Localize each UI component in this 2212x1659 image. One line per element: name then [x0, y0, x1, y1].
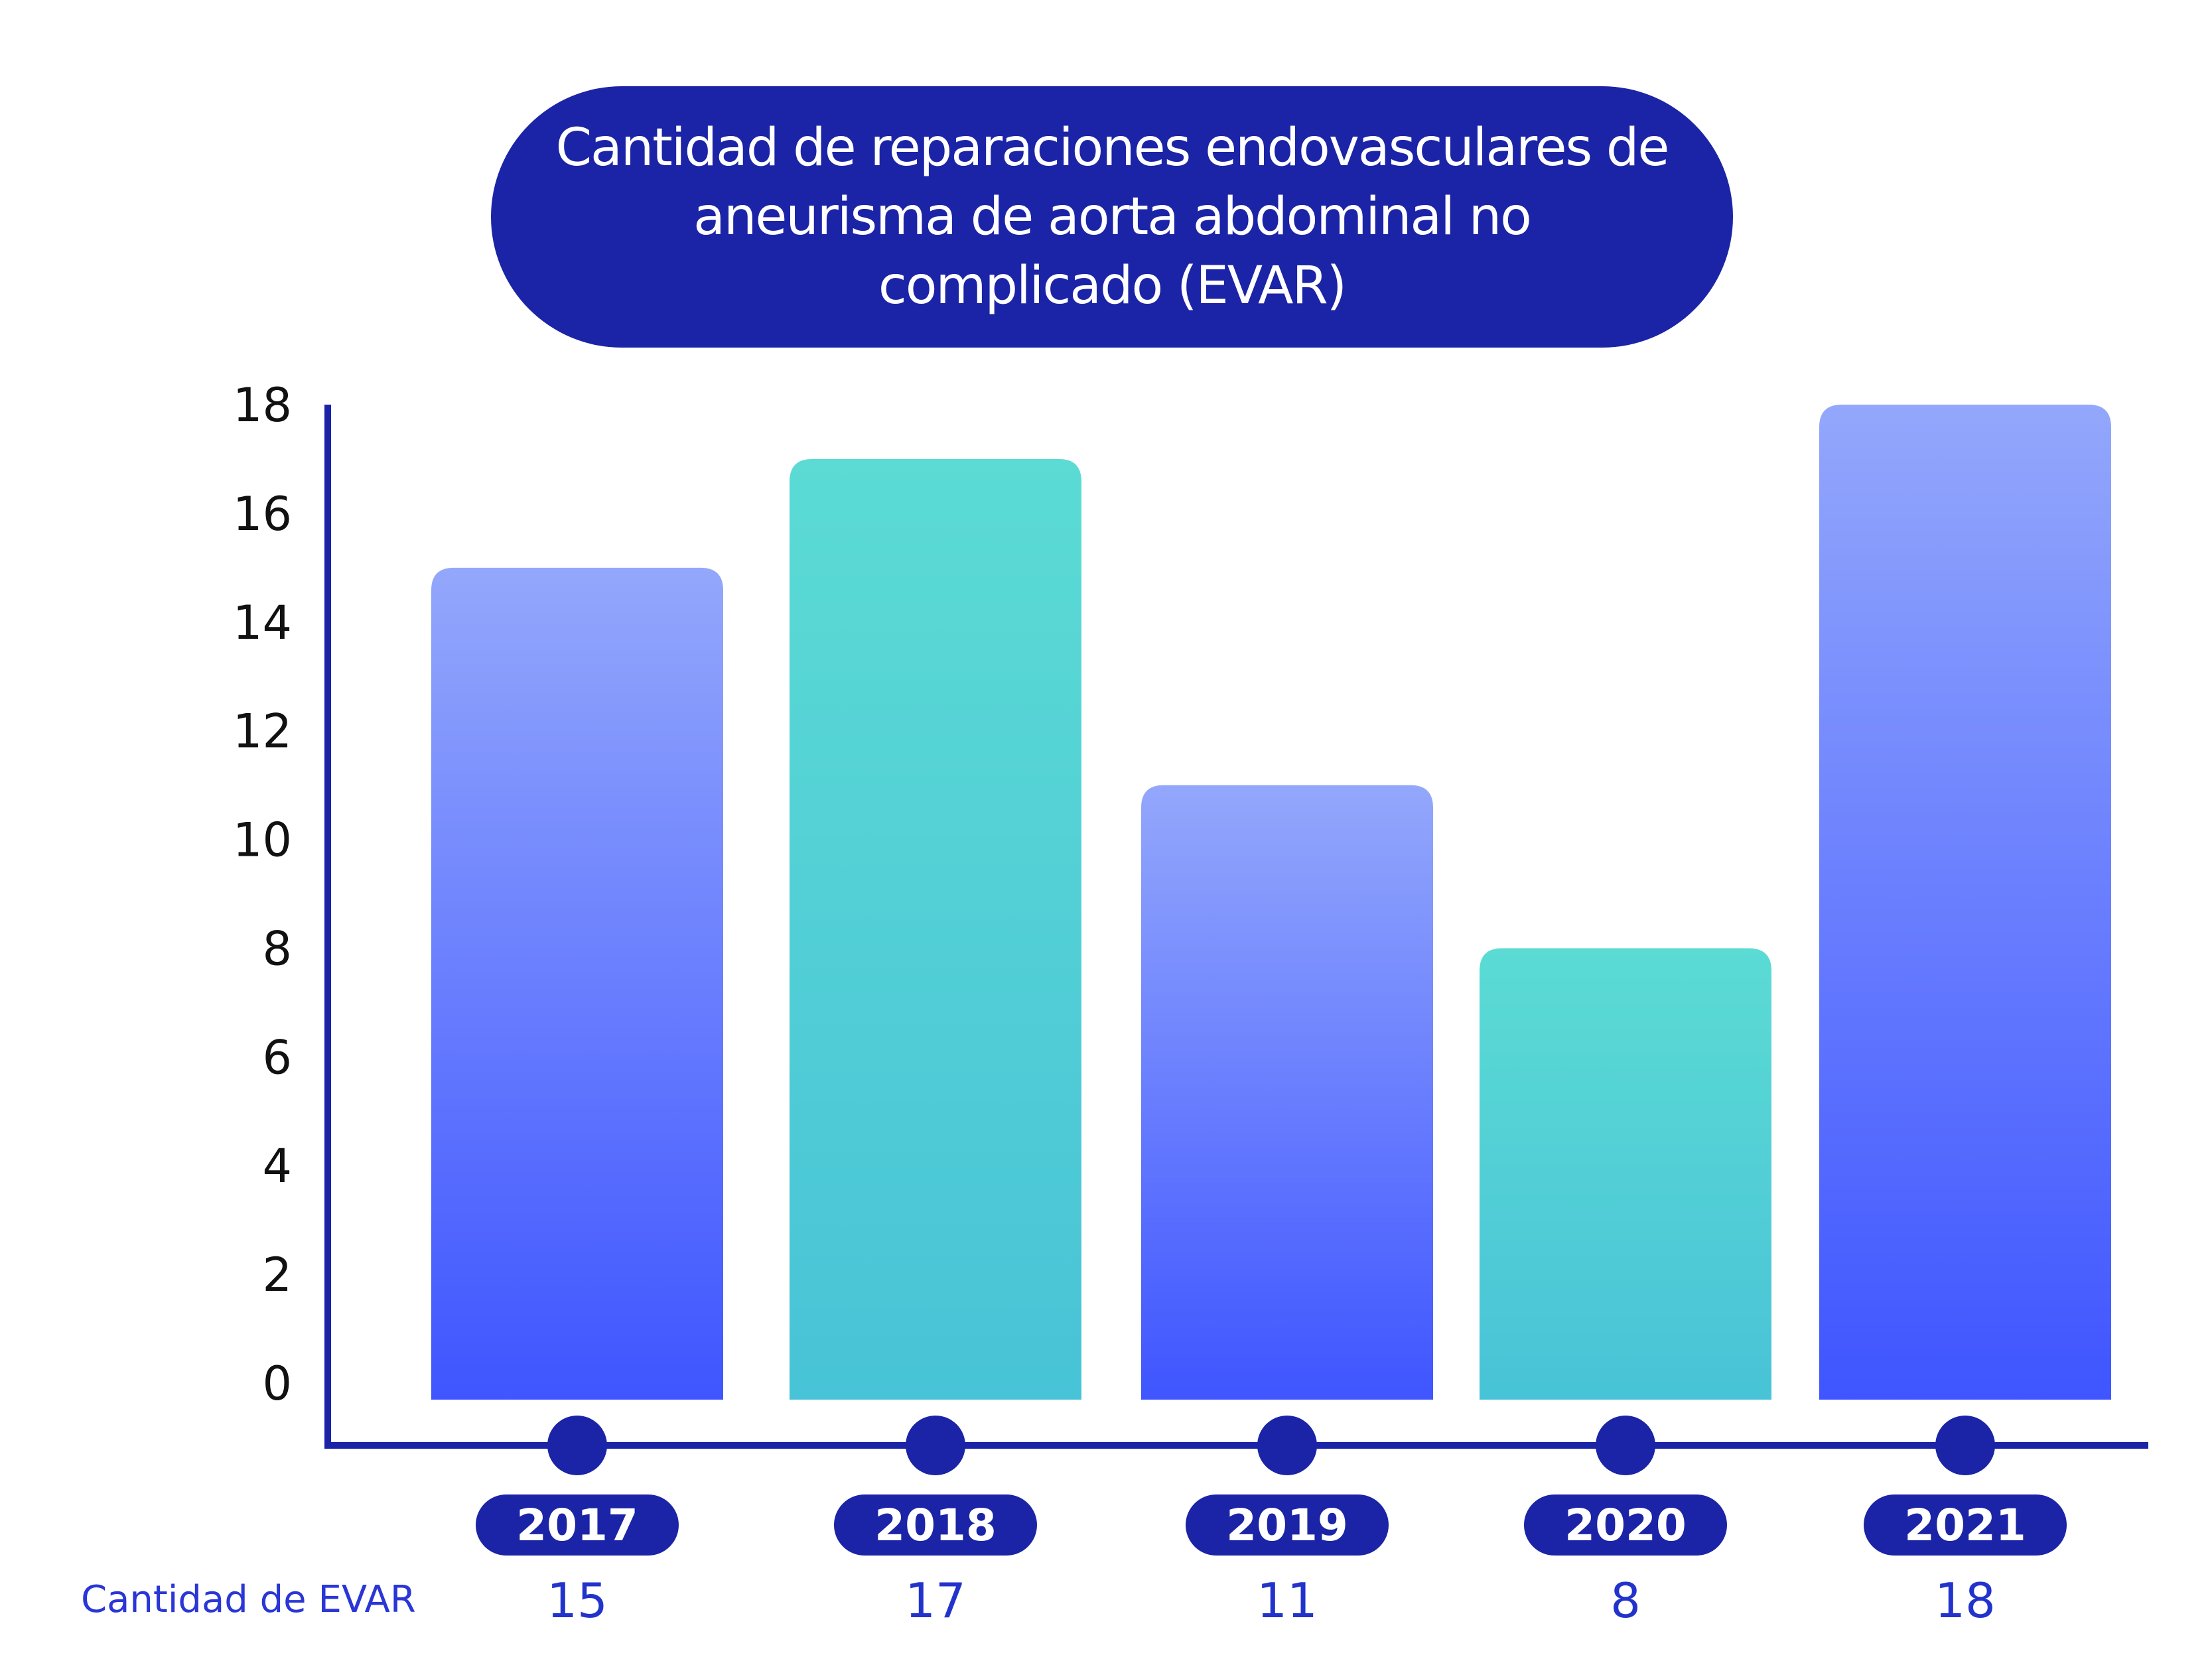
- value-label: 11: [1257, 1573, 1318, 1628]
- y-axis-ticks: 0 2 4 6 8 10 12 14 16 18: [233, 378, 292, 1411]
- value-label: 18: [1935, 1573, 1996, 1628]
- axis-marker-dot: [547, 1416, 607, 1475]
- value-label: 15: [547, 1573, 608, 1628]
- x-tick-label: 2017: [516, 1500, 638, 1551]
- year-pill: [476, 1494, 679, 1556]
- x-tick-label: 2018: [874, 1500, 997, 1551]
- bars: [431, 405, 2111, 1400]
- y-tick-label: 0: [262, 1357, 292, 1411]
- y-tick-label: 14: [233, 596, 292, 650]
- y-tick-label: 10: [233, 813, 292, 868]
- chart-title: Cantidad de reparaciones endovasculares …: [555, 118, 1670, 316]
- y-tick-label: 2: [262, 1248, 292, 1302]
- year-pill: [1864, 1494, 2067, 1556]
- x-tick-label: 2020: [1564, 1500, 1687, 1551]
- year-pill: [1524, 1494, 1727, 1556]
- axis-marker-dot: [1935, 1416, 1995, 1475]
- value-label: 17: [905, 1573, 966, 1628]
- value-label: 8: [1610, 1573, 1641, 1628]
- bar-2018: [790, 458, 1081, 1400]
- axis-marker-dot: [1596, 1416, 1655, 1475]
- y-tick-label: 4: [262, 1139, 292, 1193]
- axis-marker-dot: [906, 1416, 965, 1475]
- bar-2017: [431, 567, 723, 1400]
- chart-title-pill: Cantidad de reparaciones endovasculares …: [491, 86, 1733, 348]
- bar-2021: [1819, 405, 2111, 1400]
- y-tick-label: 16: [233, 487, 292, 541]
- axis-marker-dot: [1257, 1416, 1317, 1475]
- y-tick-label: 6: [262, 1030, 292, 1085]
- y-tick-label: 18: [233, 378, 292, 432]
- year-pill: [1186, 1494, 1389, 1556]
- x-axis-markers: 2017 15 2018 17 2019 11 2020 8 2021 18: [476, 1416, 2067, 1628]
- bar-2019: [1141, 785, 1433, 1400]
- x-tick-label: 2021: [1904, 1500, 2026, 1551]
- row-label: Cantidad de EVAR: [81, 1578, 416, 1621]
- y-tick-label: 8: [262, 921, 292, 976]
- year-pill: [834, 1494, 1037, 1556]
- x-tick-label: 2019: [1226, 1500, 1348, 1551]
- bar-2020: [1480, 948, 1771, 1400]
- y-tick-label: 12: [233, 704, 292, 759]
